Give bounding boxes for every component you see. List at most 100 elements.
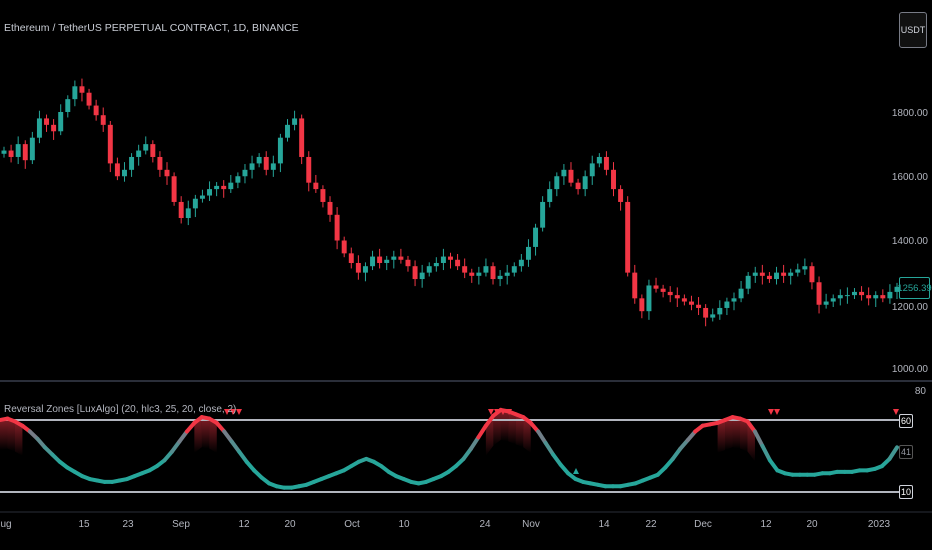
indicator-axis-top: 80 bbox=[914, 386, 926, 397]
candle-body bbox=[72, 86, 78, 100]
candle-body bbox=[370, 256, 376, 267]
candle-body bbox=[703, 307, 709, 318]
date-label: 12 bbox=[760, 519, 772, 530]
candlestick-series bbox=[1, 78, 900, 327]
date-label: Oct bbox=[344, 519, 360, 530]
candle-body bbox=[419, 272, 425, 280]
bearish-reversal-marker bbox=[224, 409, 230, 415]
candle-body bbox=[731, 298, 737, 302]
date-label: 2023 bbox=[867, 519, 891, 530]
candle-body bbox=[504, 272, 510, 276]
candle-body bbox=[511, 266, 517, 273]
candle-body bbox=[377, 256, 383, 263]
candle-body bbox=[568, 169, 574, 183]
candle-body bbox=[221, 185, 227, 190]
candle-body bbox=[242, 169, 248, 177]
candle-body bbox=[618, 189, 624, 202]
overbought-zone-fill bbox=[493, 409, 501, 446]
candle-body bbox=[518, 259, 524, 267]
oscillator-line bbox=[0, 407, 899, 490]
candle-body bbox=[327, 201, 333, 215]
candle-body bbox=[185, 208, 191, 219]
candle-body bbox=[603, 156, 609, 170]
date-label: 20 bbox=[806, 519, 818, 530]
candle-body bbox=[490, 266, 496, 280]
candle-body bbox=[143, 144, 149, 151]
bearish-reversal-marker bbox=[236, 409, 242, 415]
overbought-zone-fill bbox=[194, 417, 202, 453]
currency-button[interactable]: USDT bbox=[899, 12, 927, 48]
candle-body bbox=[86, 92, 92, 106]
candle-body bbox=[334, 214, 340, 241]
candle-body bbox=[114, 163, 120, 177]
last-price-label: 1256.39 bbox=[897, 277, 932, 299]
candle-body bbox=[313, 182, 319, 190]
candle-body bbox=[774, 272, 779, 280]
candle-body bbox=[29, 137, 35, 161]
lower-level-label: 10 bbox=[899, 485, 913, 499]
candle-body bbox=[292, 118, 298, 125]
candle-body bbox=[696, 304, 702, 308]
overbought-zone-fill bbox=[717, 420, 726, 453]
candle-body bbox=[802, 266, 808, 270]
candle-body bbox=[249, 163, 255, 170]
bearish-reversal-marker bbox=[506, 409, 512, 415]
candle-body bbox=[724, 301, 730, 308]
candle-body bbox=[93, 105, 99, 116]
candle-body bbox=[575, 182, 581, 190]
price-tick-1400: 1400.00 bbox=[891, 236, 928, 247]
candle-body bbox=[738, 288, 744, 299]
oscillator-segment bbox=[767, 458, 780, 473]
candle-body bbox=[433, 262, 439, 267]
indicator-title[interactable]: Reversal Zones [LuxAlgo] (20, hlc3, 25, … bbox=[4, 404, 237, 415]
candle-body bbox=[192, 198, 198, 209]
date-label: 24 bbox=[479, 519, 491, 530]
candle-body bbox=[235, 176, 241, 183]
candle-body bbox=[710, 314, 716, 318]
current-value-label: 41 bbox=[899, 445, 913, 459]
candle-body bbox=[809, 266, 815, 283]
candle-body bbox=[837, 295, 843, 299]
candle-body bbox=[788, 272, 794, 276]
date-label: 14 bbox=[598, 519, 610, 530]
candle-body bbox=[745, 275, 751, 289]
overbought-zone-fill bbox=[523, 417, 531, 453]
candle-body bbox=[270, 163, 276, 170]
oscillator-segment bbox=[237, 449, 249, 464]
candle-body bbox=[36, 118, 42, 138]
overbought-zone-fill bbox=[740, 418, 748, 452]
candle-body bbox=[8, 150, 14, 157]
symbol-title[interactable]: Ethereum / TetherUS PERPETUAL CONTRACT, … bbox=[4, 22, 299, 34]
candle-body bbox=[582, 176, 588, 190]
candle-body bbox=[320, 189, 326, 202]
oscillator-segment bbox=[229, 439, 242, 454]
price-tick-1200: 1200.00 bbox=[891, 302, 928, 313]
candle-body bbox=[107, 124, 113, 164]
candle-body bbox=[632, 272, 638, 299]
date-label: ug bbox=[0, 519, 12, 530]
candle-body bbox=[688, 301, 694, 305]
candle-body bbox=[405, 259, 411, 267]
overbought-zone-fill bbox=[7, 418, 15, 452]
candle-body bbox=[285, 124, 290, 138]
candle-body bbox=[398, 256, 404, 260]
candle-body bbox=[851, 291, 857, 296]
oscillator-segment bbox=[670, 446, 683, 461]
date-label: Sep bbox=[172, 519, 190, 530]
candle-body bbox=[448, 256, 453, 260]
candle-body bbox=[646, 285, 652, 312]
oscillator-segment bbox=[468, 435, 481, 451]
oscillator-segment bbox=[760, 443, 772, 463]
price-tick-1600: 1600.00 bbox=[891, 172, 928, 183]
candle-body bbox=[51, 124, 57, 132]
overbought-zone-fill bbox=[14, 421, 23, 456]
candle-body bbox=[894, 286, 900, 292]
candle-body bbox=[653, 285, 659, 289]
candle-body bbox=[171, 176, 177, 202]
candle-body bbox=[667, 291, 673, 296]
bearish-reversal-marker bbox=[774, 409, 780, 415]
candle-body bbox=[759, 272, 765, 276]
candle-body bbox=[58, 112, 64, 132]
candle-body bbox=[525, 246, 531, 260]
